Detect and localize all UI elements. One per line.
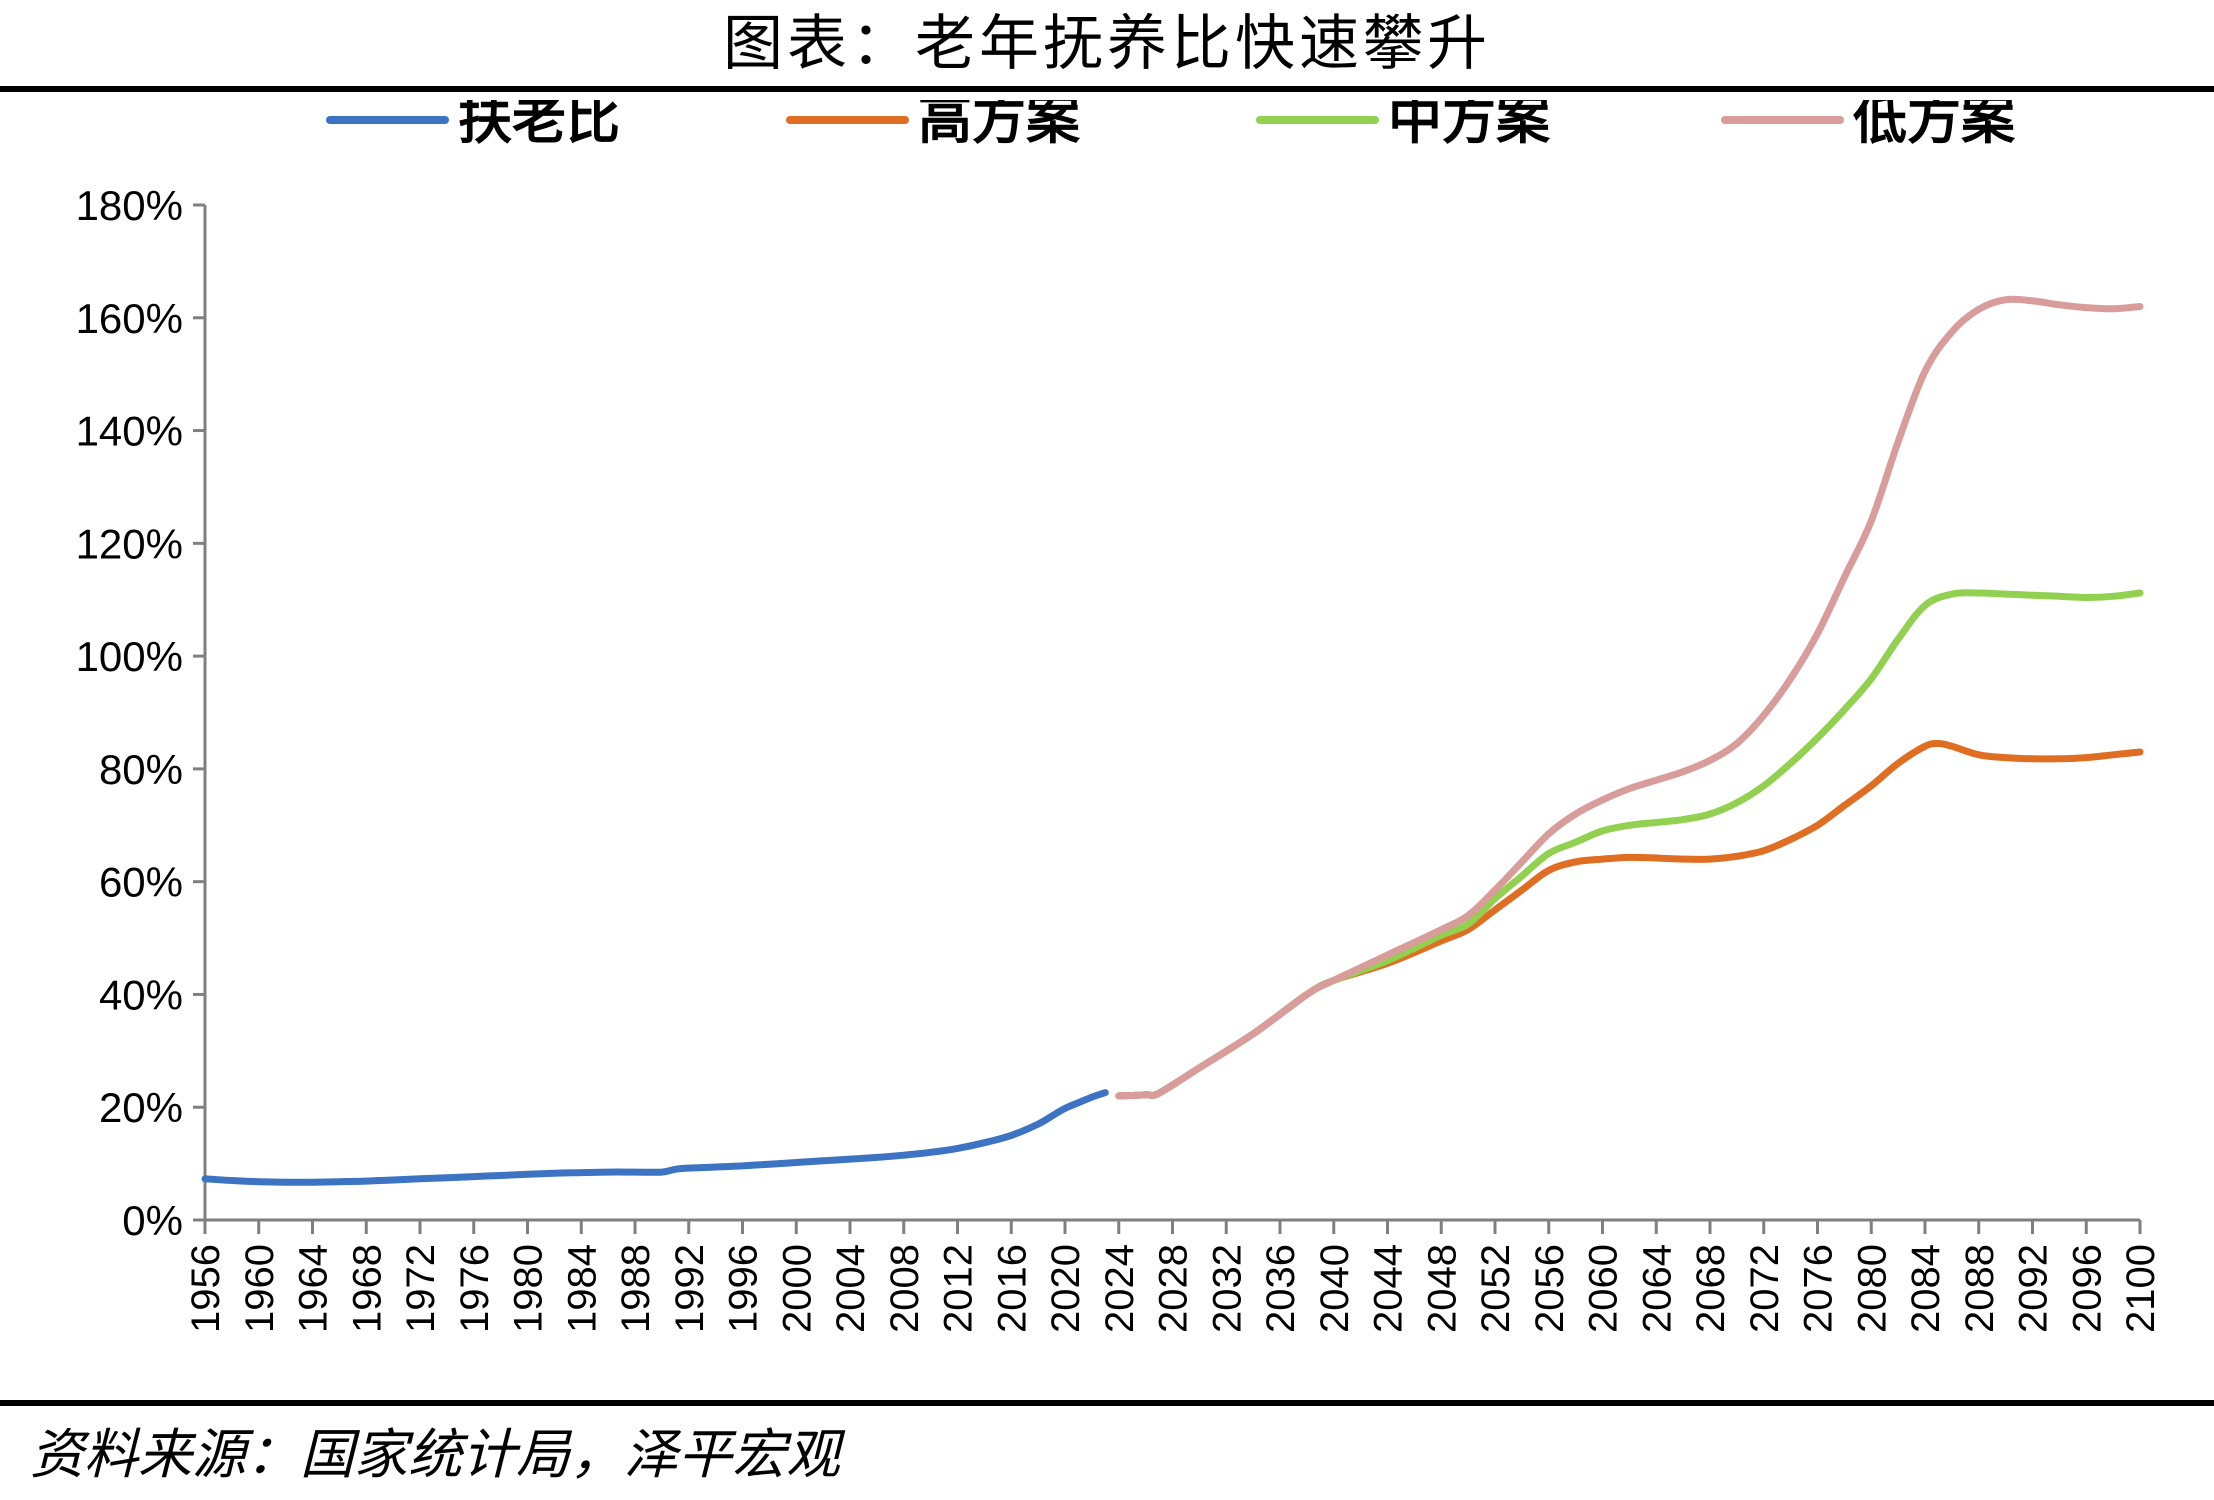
series-line-actual	[201, 1089, 1109, 1186]
x-tick-label: 2080	[1850, 1244, 1894, 1333]
x-tick-label: 2016	[990, 1244, 1034, 1333]
x-tick-label: 1988	[614, 1244, 658, 1333]
x-tick-label: 1996	[722, 1244, 766, 1333]
x-tick-label: 2008	[883, 1244, 927, 1333]
x-tick-label: 1964	[292, 1244, 336, 1333]
y-tick-label: 40%	[99, 971, 183, 1018]
series-line-low-scenario-overlap	[1115, 990, 1311, 1100]
x-tick-label: 2048	[1420, 1244, 1464, 1333]
x-tick-label: 2096	[2065, 1244, 2109, 1333]
x-tick-label: 2040	[1313, 1244, 1357, 1333]
y-axis: 0% 20% 40% 60% 80% 100% 120% 140% 160% 180%	[76, 182, 207, 1244]
x-tick-label: 2092	[2012, 1244, 2056, 1333]
chart-title: 图表：老年抚养比快速攀升	[723, 9, 1491, 79]
legend-label-actual: 扶老比	[458, 100, 620, 150]
series-lines	[201, 295, 2144, 1186]
x-tick-label: 1972	[399, 1244, 443, 1333]
x-tick-label: 2100	[2119, 1244, 2163, 1333]
x-tick-label: 1960	[238, 1244, 282, 1333]
x-tick-label: 2084	[1904, 1244, 1948, 1333]
x-tick-label: 2036	[1259, 1244, 1303, 1333]
y-tick-label: 80%	[99, 746, 183, 793]
x-tick-label: 2060	[1582, 1244, 1626, 1333]
x-tick-label: 2052	[1474, 1244, 1518, 1333]
x-tick-label: 1956	[184, 1244, 228, 1333]
source-rule	[0, 1400, 2214, 1406]
y-tick-label: 0%	[122, 1197, 183, 1244]
y-tick-label: 120%	[76, 520, 183, 567]
x-tick-label: 2028	[1152, 1244, 1196, 1333]
legend-label-low-scenario: 低方案	[1853, 100, 2016, 150]
legend-label-high-scenario: 高方案	[918, 100, 1081, 150]
x-tick-label: 2044	[1367, 1244, 1411, 1333]
source-note: 资料来源：国家统计局，泽平宏观	[30, 1423, 840, 1486]
title-rule	[0, 86, 2214, 92]
y-tick-label: 100%	[76, 633, 183, 680]
x-tick-label: 2024	[1098, 1244, 1142, 1333]
x-tick-label: 1968	[345, 1244, 389, 1333]
series-line-high-scenario	[1115, 739, 2144, 1100]
x-tick-label: 2020	[1044, 1244, 1088, 1333]
x-tick-label: 2064	[1635, 1244, 1679, 1333]
x-tick-label: 1992	[668, 1244, 712, 1333]
y-tick-label: 180%	[76, 182, 183, 229]
y-tick-label: 20%	[99, 1084, 183, 1131]
x-tick-label: 1984	[560, 1244, 604, 1333]
line-chart: 扶老比 高方案 中方案 低方案 0% 20% 40% 60% 80% 100% 120% 140% 1…	[76, 100, 2163, 1333]
x-tick-label: 2068	[1689, 1244, 1733, 1333]
x-axis: 1956 1960 1964 1968 1972 1976 1980 1984 1988 1992…	[184, 1218, 2163, 1333]
y-tick-label: 60%	[99, 859, 183, 906]
x-tick-label: 2032	[1205, 1244, 1249, 1333]
legend: 扶老比 高方案 中方案 低方案	[326, 100, 2016, 150]
x-tick-label: 1980	[507, 1244, 551, 1333]
x-tick-label: 2076	[1797, 1244, 1841, 1333]
x-tick-label: 2072	[1743, 1244, 1787, 1333]
y-tick-label: 160%	[76, 295, 183, 342]
x-tick-label: 2000	[775, 1244, 819, 1333]
legend-label-mid-scenario: 中方案	[1388, 100, 1551, 150]
x-tick-label: 2088	[1958, 1244, 2002, 1333]
x-tick-label: 2056	[1528, 1244, 1572, 1333]
x-tick-label: 1976	[453, 1244, 497, 1333]
y-tick-label: 140%	[76, 408, 183, 455]
x-tick-label: 2012	[937, 1244, 981, 1333]
x-tick-label: 2004	[829, 1244, 873, 1333]
series-line-low-scenario	[1115, 295, 2144, 1100]
